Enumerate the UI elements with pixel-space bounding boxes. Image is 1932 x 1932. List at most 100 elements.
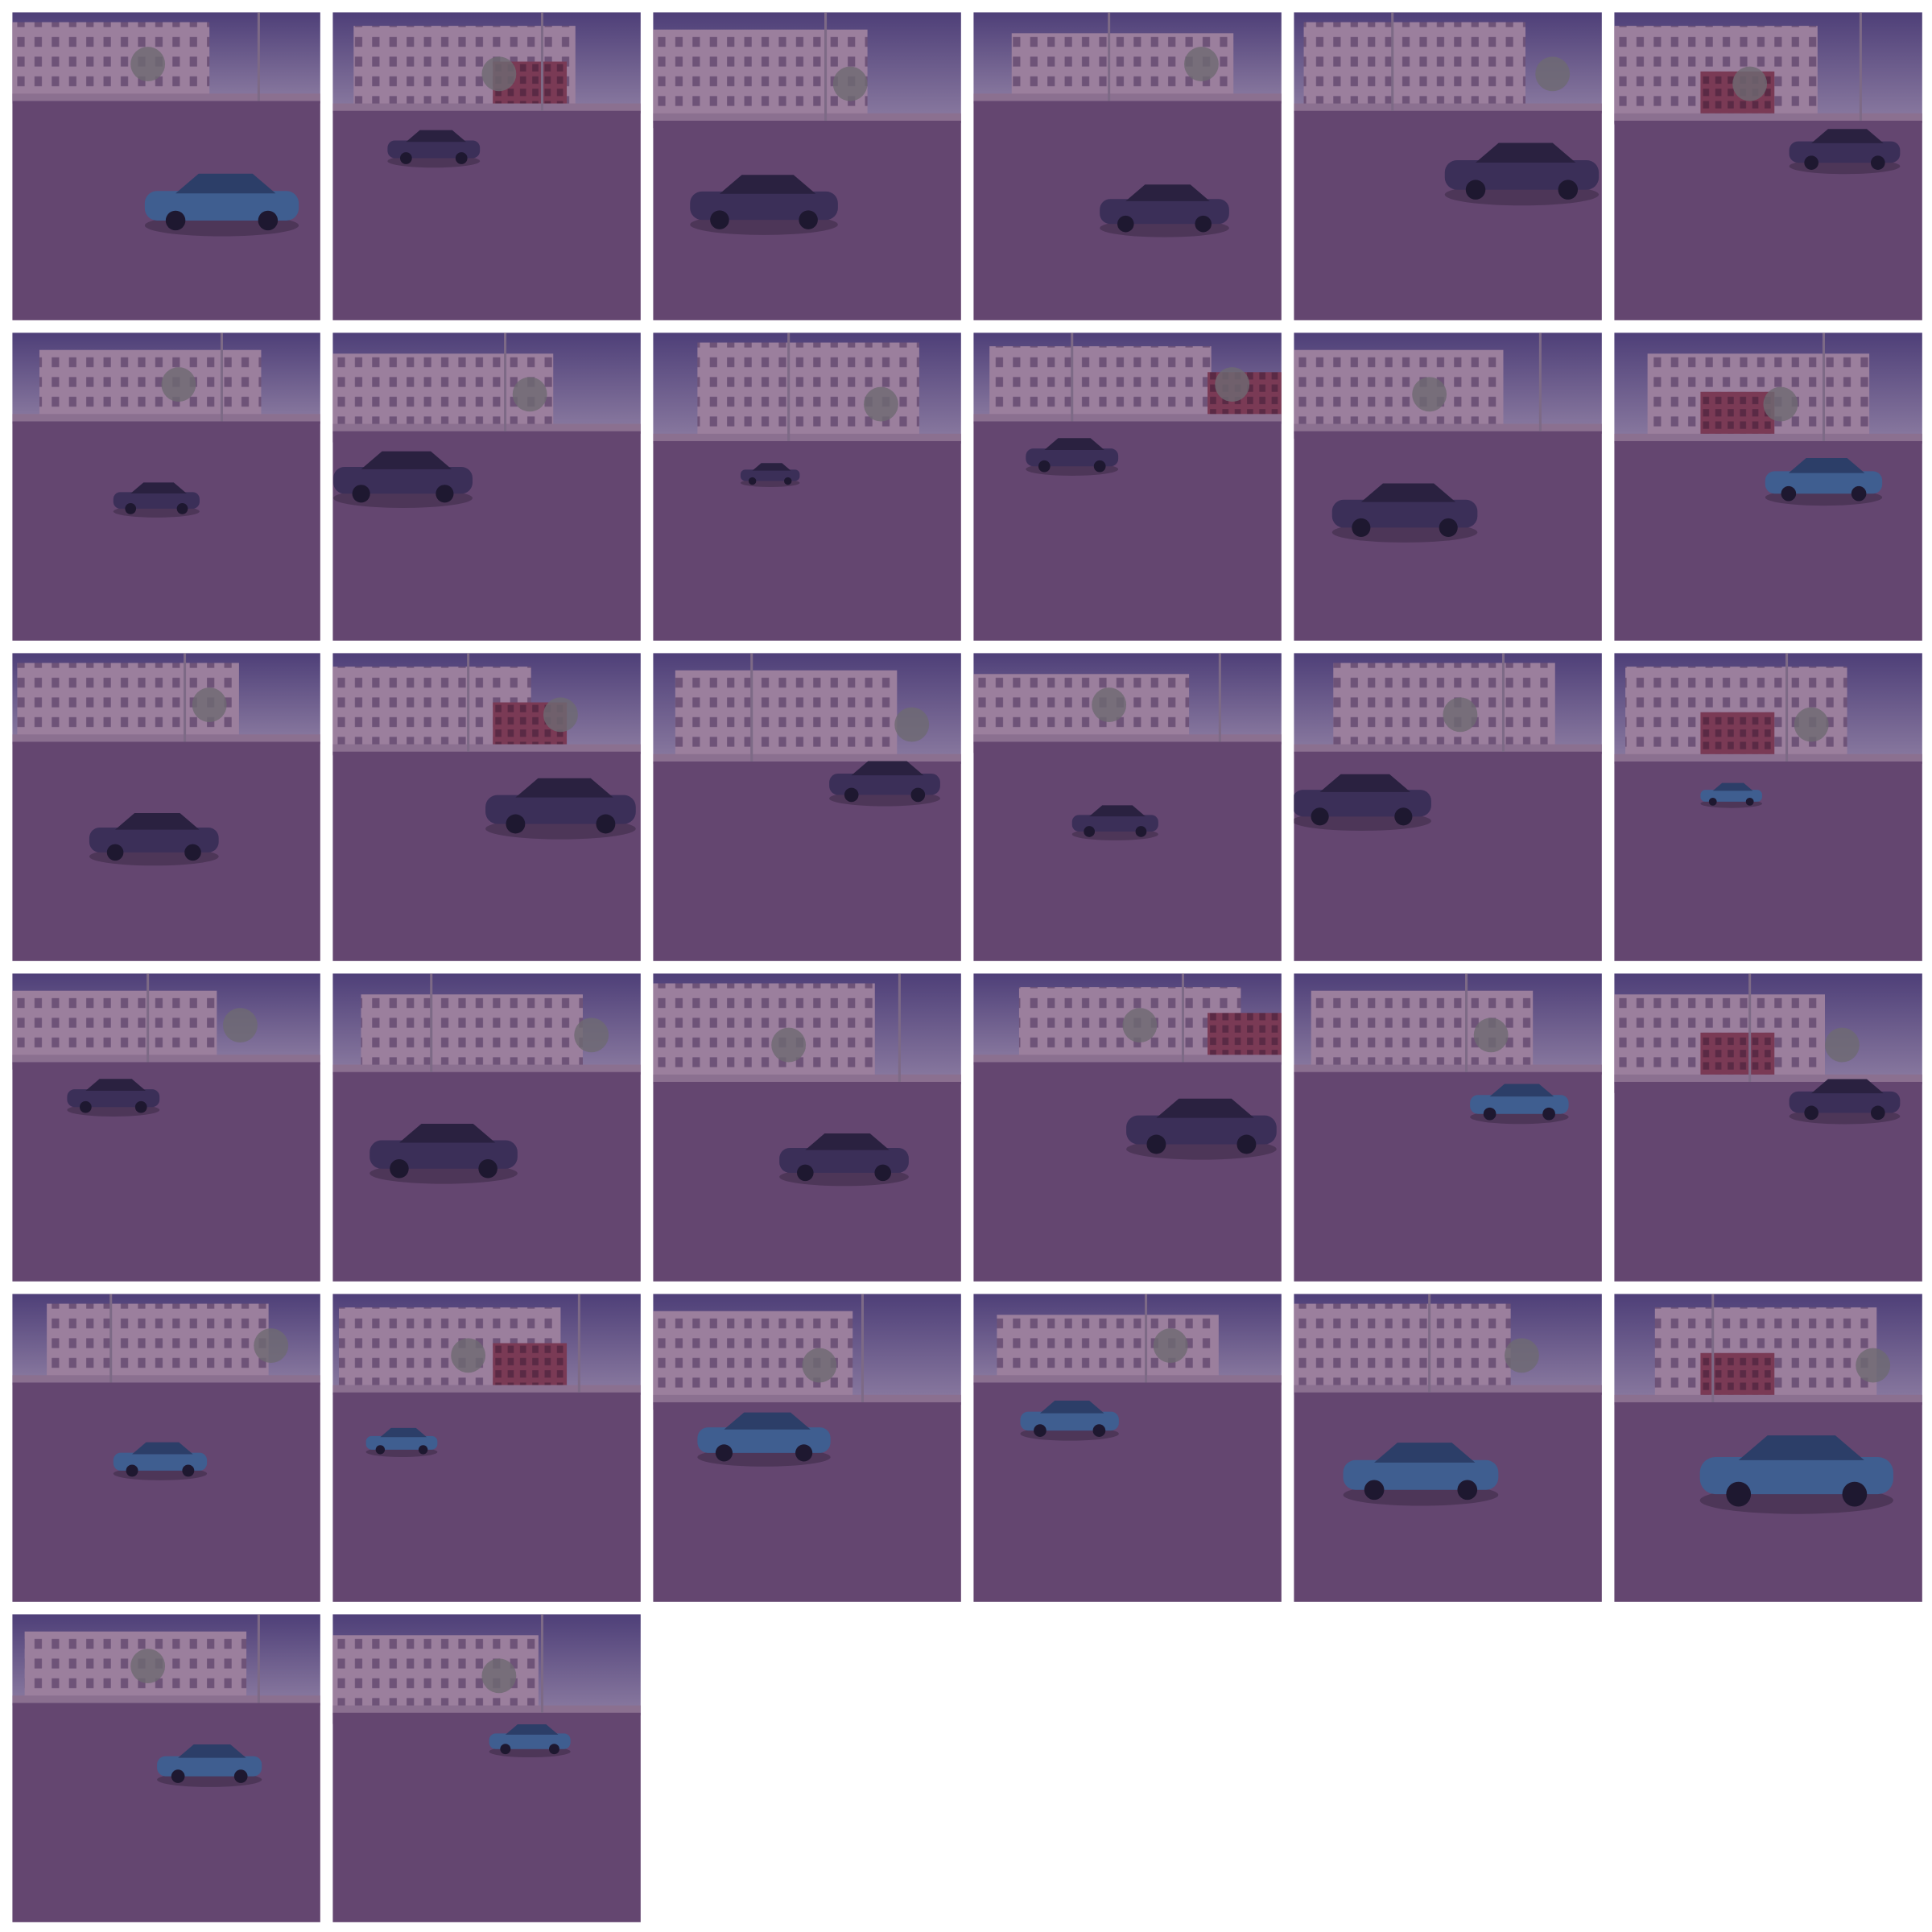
image-tile bbox=[653, 973, 961, 1282]
tree bbox=[254, 1328, 289, 1364]
tree bbox=[574, 1018, 609, 1053]
car-cabin bbox=[1489, 1084, 1554, 1097]
road bbox=[973, 421, 1282, 641]
car-wheel bbox=[1542, 1107, 1555, 1121]
car-cabin bbox=[1039, 1400, 1104, 1414]
car-wheel bbox=[910, 787, 926, 803]
car-wheel bbox=[1394, 807, 1413, 826]
tree bbox=[192, 687, 227, 723]
car-body bbox=[1343, 1459, 1499, 1490]
car-wheel bbox=[748, 477, 757, 485]
tree bbox=[1794, 707, 1829, 742]
car-wheel bbox=[233, 1769, 248, 1783]
tree bbox=[1732, 66, 1768, 101]
car-body bbox=[690, 191, 838, 221]
road bbox=[653, 440, 961, 641]
car-wheel bbox=[1084, 826, 1096, 837]
tree bbox=[1443, 697, 1478, 733]
car-wheel bbox=[418, 1445, 428, 1455]
car-wheel bbox=[506, 814, 526, 834]
car-body bbox=[1026, 448, 1119, 467]
image-tile bbox=[332, 973, 641, 1282]
sidewalk bbox=[1294, 103, 1602, 114]
image-tile bbox=[1294, 653, 1602, 961]
car-wheel bbox=[1117, 215, 1134, 233]
image-tile bbox=[1294, 332, 1602, 641]
car-body bbox=[1699, 1456, 1893, 1495]
road bbox=[1614, 440, 1922, 641]
car-wheel bbox=[500, 1744, 511, 1755]
car-wheel bbox=[1842, 1481, 1868, 1507]
car-body bbox=[113, 1452, 208, 1471]
car-wheel bbox=[1195, 215, 1212, 233]
tree bbox=[222, 1008, 258, 1043]
car-body bbox=[1100, 199, 1229, 225]
car-wheel bbox=[1745, 797, 1754, 806]
car-body bbox=[387, 140, 481, 159]
car-body bbox=[1789, 141, 1901, 163]
car-cabin bbox=[805, 1133, 890, 1150]
tree bbox=[832, 66, 868, 101]
car-body bbox=[829, 773, 940, 795]
tree bbox=[1412, 377, 1447, 412]
car-wheel bbox=[1135, 826, 1147, 837]
tree bbox=[161, 367, 196, 402]
car-cabin bbox=[1738, 1435, 1864, 1460]
buildings bbox=[1294, 349, 1504, 439]
road bbox=[973, 1062, 1282, 1282]
car-cabin bbox=[1125, 184, 1210, 201]
sidewalk bbox=[12, 414, 320, 424]
car-wheel bbox=[125, 503, 137, 514]
image-tile bbox=[12, 653, 320, 961]
image-tile bbox=[973, 1294, 1282, 1602]
image-tile bbox=[973, 653, 1282, 961]
image-tile bbox=[12, 332, 320, 641]
car-wheel bbox=[1038, 460, 1051, 473]
car-cabin bbox=[361, 451, 452, 469]
car-wheel bbox=[1804, 1105, 1818, 1121]
tree bbox=[451, 1338, 486, 1373]
image-tile bbox=[12, 973, 320, 1282]
image-tile bbox=[653, 332, 961, 641]
image-tile bbox=[1614, 653, 1922, 961]
sidewalk bbox=[12, 734, 320, 745]
image-tile bbox=[653, 12, 961, 320]
image-tile bbox=[12, 1614, 320, 1922]
car-body bbox=[485, 795, 636, 824]
road bbox=[332, 110, 641, 320]
car-cabin bbox=[115, 813, 200, 830]
image-tile bbox=[653, 1294, 961, 1602]
car-wheel bbox=[1851, 485, 1867, 502]
car-wheel bbox=[1457, 1480, 1478, 1501]
image-tile bbox=[973, 973, 1282, 1282]
car-wheel bbox=[400, 152, 412, 164]
car-cabin bbox=[85, 1079, 146, 1091]
brick-building bbox=[1208, 1013, 1282, 1063]
car-wheel bbox=[1034, 1424, 1046, 1437]
tree bbox=[863, 386, 898, 422]
image-tile bbox=[332, 332, 641, 641]
car-wheel bbox=[176, 503, 188, 514]
car-wheel bbox=[1804, 155, 1818, 170]
buildings bbox=[12, 22, 210, 101]
car-wheel bbox=[134, 1100, 147, 1113]
car-wheel bbox=[1352, 518, 1371, 537]
tree bbox=[1122, 1008, 1158, 1043]
car-body bbox=[67, 1089, 160, 1108]
car-wheel bbox=[1236, 1134, 1257, 1154]
car-cabin bbox=[380, 1427, 427, 1438]
buildings bbox=[653, 983, 875, 1082]
buildings bbox=[989, 346, 1212, 426]
car-body bbox=[1126, 1115, 1277, 1145]
image-tile bbox=[1614, 1294, 1922, 1602]
car-wheel bbox=[436, 485, 454, 503]
car-cabin bbox=[1476, 142, 1576, 163]
car-cabin bbox=[1374, 1443, 1476, 1463]
car-body bbox=[89, 828, 219, 852]
sidewalk bbox=[973, 414, 1282, 424]
car-wheel bbox=[184, 844, 201, 861]
car-body bbox=[157, 1756, 262, 1777]
tree bbox=[894, 707, 930, 742]
tree bbox=[481, 56, 517, 92]
car-body bbox=[1765, 471, 1883, 494]
